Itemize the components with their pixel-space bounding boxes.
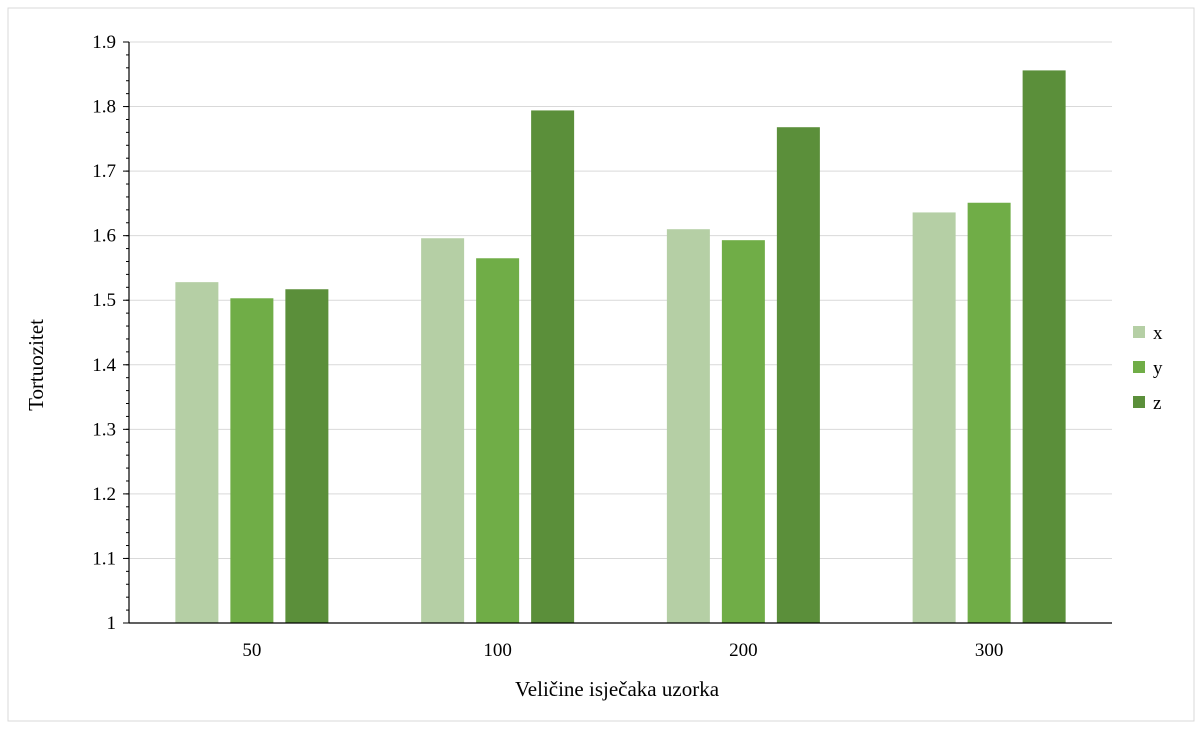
legend: xyz	[1133, 323, 1163, 414]
x-tick-labels: 50 100 200 300	[242, 640, 1003, 661]
y-tick-label: 1.9	[92, 32, 116, 53]
bar-x-200	[666, 229, 710, 623]
y-tick-label: 1.6	[92, 226, 116, 247]
bar-z-50	[285, 289, 329, 623]
bar-z-300	[1022, 70, 1066, 624]
bars	[175, 70, 1066, 624]
bar-x-50	[175, 282, 219, 623]
bar-z-100	[531, 110, 575, 623]
bar-y-50	[230, 298, 274, 623]
y-tick-label: 1.7	[92, 161, 116, 182]
bar-x-100	[421, 238, 465, 623]
y-tick-label: 1.1	[92, 548, 116, 569]
legend-label-z: z	[1153, 393, 1161, 414]
y-tick-label: 1	[107, 613, 117, 634]
y-tick-label: 1.5	[92, 290, 116, 311]
y-tick-labels: 1 1.1 1.2 1.3 1.4 1.5 1.6 1.7 1.8 1.9	[92, 32, 116, 634]
legend-label-y: y	[1153, 358, 1163, 379]
y-tick-label: 1.8	[92, 97, 116, 118]
x-tick-label: 100	[483, 640, 512, 661]
legend-label-x: x	[1153, 323, 1163, 344]
bar-x-300	[912, 212, 956, 623]
y-axis-title: Tortuozitet	[24, 319, 48, 411]
axes	[123, 41, 1112, 624]
x-tick-label: 50	[242, 640, 261, 661]
legend-swatch-z	[1133, 396, 1145, 408]
legend-swatch-y	[1133, 361, 1145, 373]
bar-z-200	[776, 127, 820, 624]
bar-y-200	[721, 240, 765, 624]
y-tick-label: 1.3	[92, 419, 116, 440]
x-axis-title: Veličine isječaka uzorka	[515, 677, 720, 701]
x-tick-label: 300	[975, 640, 1004, 661]
legend-swatch-x	[1133, 326, 1145, 338]
x-tick-label: 200	[729, 640, 758, 661]
y-tick-label: 1.2	[92, 484, 116, 505]
bar-y-300	[967, 202, 1011, 623]
y-tick-label: 1.4	[92, 355, 116, 376]
bar-y-100	[476, 258, 520, 623]
